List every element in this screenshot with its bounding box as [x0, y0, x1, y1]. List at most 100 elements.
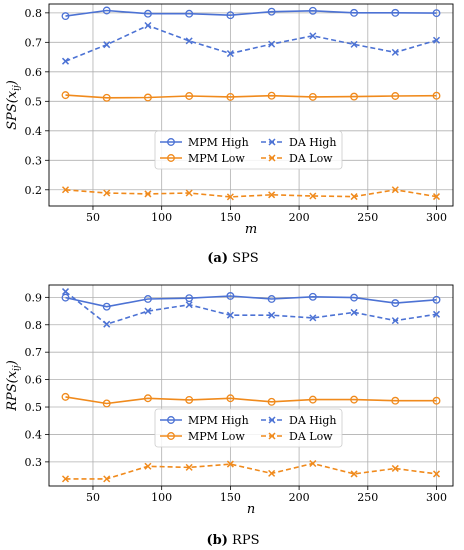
data-point	[432, 91, 441, 100]
data-point	[267, 295, 276, 303]
data-point	[391, 186, 399, 194]
data-point	[226, 460, 234, 468]
x-tick-label: 50	[86, 491, 100, 504]
data-point	[143, 9, 152, 18]
data-point	[391, 92, 400, 100]
y-tick-label: 0.8	[25, 7, 43, 20]
series-da-high	[61, 288, 441, 328]
chart-sps: 50 100 150 200 250 300 0.2 0.3 0.4 0.5 0.6 0.7 0.8 m S…	[5, 3, 454, 266]
data-point	[143, 295, 152, 303]
legend-label: DA Low	[289, 152, 333, 165]
series-mpm-high	[61, 292, 441, 311]
legend-label: DA High	[289, 414, 337, 427]
data-point	[350, 193, 358, 201]
data-point	[268, 311, 276, 319]
data-point	[391, 48, 399, 56]
legend-item: DA Low	[261, 430, 333, 443]
x-tick-label: 200	[289, 491, 310, 504]
y-tick-label: 0.3	[25, 456, 43, 469]
data-point	[144, 21, 152, 30]
data-point	[391, 299, 400, 308]
legend-item: MPM Low	[160, 152, 245, 165]
legend-marker	[167, 154, 175, 162]
series-line	[65, 396, 437, 405]
axes-frame	[48, 284, 454, 487]
x-tick-label: 250	[357, 211, 378, 224]
data-point	[268, 40, 276, 48]
data-point	[61, 91, 70, 100]
y-tick-label: 0.9	[25, 291, 43, 304]
data-point	[143, 93, 152, 102]
data-point	[185, 9, 194, 18]
x-axis-label: m	[245, 222, 257, 237]
data-point	[185, 395, 194, 404]
legend-label: MPM High	[188, 136, 249, 149]
data-point	[102, 6, 111, 15]
grid	[49, 4, 453, 206]
data-point	[267, 91, 276, 100]
data-point	[350, 8, 359, 17]
data-point	[103, 320, 111, 328]
data-point	[350, 293, 359, 302]
y-tick-label: 0.3	[25, 154, 43, 167]
x-tick-label: 150	[220, 491, 241, 504]
x-tick-label: 300	[426, 211, 447, 224]
data-point	[391, 8, 400, 17]
data-point	[144, 462, 152, 470]
data-point	[185, 189, 193, 197]
data-point	[350, 395, 359, 404]
legend-item: MPM High	[160, 414, 249, 427]
data-point	[226, 11, 235, 20]
data-point	[226, 92, 235, 101]
x-tick-label: 150	[220, 211, 241, 224]
data-point	[391, 396, 400, 405]
data-point	[61, 186, 70, 194]
legend-item: DA Low	[261, 152, 333, 165]
data-point	[185, 463, 193, 471]
data-point	[226, 193, 234, 201]
data-point	[432, 36, 441, 44]
data-point	[103, 41, 111, 49]
y-tick-label: 0.4	[25, 125, 43, 138]
legend-label: MPM Low	[188, 430, 245, 443]
y-axis-label: RPS(xij)	[5, 360, 22, 412]
data-point	[185, 294, 194, 303]
series-da-low	[61, 459, 441, 483]
data-point	[226, 292, 235, 300]
data-point	[432, 470, 441, 478]
legend-marker	[167, 416, 175, 424]
x-tick-label: 200	[289, 211, 310, 224]
legend-box	[154, 130, 343, 170]
data-point	[391, 317, 399, 325]
data-point	[350, 40, 358, 48]
y-tick-label: 0.8	[25, 319, 43, 332]
data-point	[185, 92, 194, 100]
series-line	[65, 188, 437, 198]
data-point	[308, 92, 317, 101]
x-tick-label: 300	[426, 491, 447, 504]
data-point	[61, 288, 70, 296]
y-tick-label: 0.4	[25, 428, 43, 441]
data-point	[103, 189, 111, 197]
data-point	[432, 310, 441, 318]
data-point	[144, 190, 152, 198]
data-point	[103, 475, 111, 483]
legend-label: MPM Low	[188, 152, 245, 165]
data-point	[143, 394, 152, 403]
data-point	[102, 399, 111, 408]
grid	[49, 285, 453, 486]
legend-item: DA High	[261, 136, 337, 149]
data-point	[267, 397, 276, 406]
data-point	[268, 191, 276, 199]
data-point	[61, 12, 70, 21]
data-point	[350, 308, 358, 316]
series-mpm-high	[61, 6, 441, 21]
data-point	[432, 295, 441, 304]
legend-box	[154, 408, 343, 448]
data-point	[267, 7, 276, 16]
legend: MPM High DA High MPM Low DA Low	[154, 408, 343, 448]
legend-marker	[167, 432, 175, 440]
data-point	[308, 395, 317, 404]
series-line	[65, 9, 437, 17]
